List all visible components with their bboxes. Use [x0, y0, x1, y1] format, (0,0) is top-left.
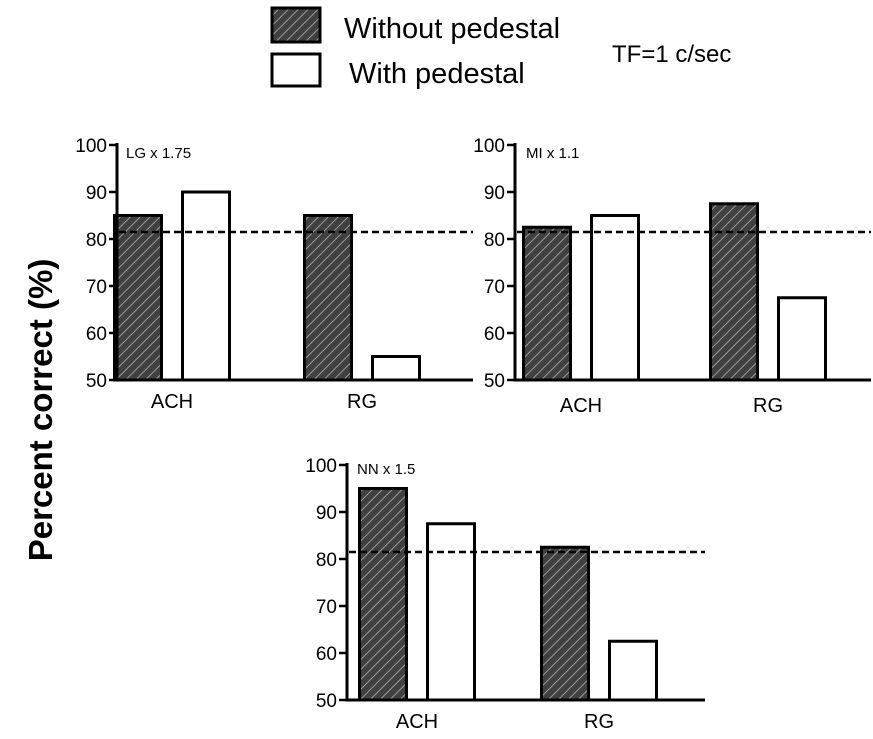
bar-rg-with-pedestal — [371, 355, 421, 382]
temporal-frequency-note: TF=1 c/sec — [612, 41, 731, 68]
y-tick-label: 50 — [484, 371, 505, 392]
bar-rg-without-pedestal — [709, 202, 759, 382]
y-tick-label: 90 — [484, 183, 505, 204]
panel-label: MI x 1.1 — [526, 145, 579, 162]
y-tick-label: 60 — [316, 644, 337, 665]
y-tick-label: 60 — [86, 324, 107, 345]
y-tick-label: 100 — [473, 136, 505, 157]
y-tick-label: 60 — [484, 324, 505, 345]
bar-ach-without-pedestal — [358, 487, 408, 702]
legend-label-without-pedestal: Without pedestal — [344, 13, 560, 45]
bar-ach-with-pedestal — [590, 214, 640, 382]
y-tick-label: 90 — [86, 183, 107, 204]
y-tick-label: 100 — [305, 456, 337, 477]
legend-item-with-pedestal: With pedestal — [270, 52, 525, 90]
x-tick-label: RG — [347, 391, 377, 413]
x-tick-label: RG — [753, 395, 783, 417]
bar-rg-without-pedestal — [540, 545, 590, 702]
panel-label: NN x 1.5 — [357, 461, 415, 478]
x-tick-label: ACH — [396, 711, 438, 733]
y-tick-label: 80 — [484, 230, 505, 251]
y-tick-label: 70 — [484, 277, 505, 298]
x-tick-label: ACH — [151, 391, 193, 413]
bar-ach-with-pedestal — [181, 190, 231, 382]
legend-swatch-hatched — [270, 6, 322, 44]
y-tick-label: 70 — [86, 277, 107, 298]
bar-rg-with-pedestal — [608, 639, 658, 702]
legend-label-with-pedestal: With pedestal — [349, 58, 525, 90]
y-tick-label: 90 — [316, 503, 337, 524]
y-tick-label: 50 — [86, 371, 107, 392]
y-tick-label: 80 — [86, 230, 107, 251]
bar-rg-with-pedestal — [777, 296, 827, 382]
legend-item-without-pedestal: Without pedestal — [270, 6, 560, 45]
y-axis-label: Percent correct (%) — [22, 259, 59, 562]
y-tick-label: 100 — [75, 136, 107, 157]
y-tick-label: 70 — [316, 597, 337, 618]
y-tick-label: 80 — [316, 550, 337, 571]
bar-ach-without-pedestal — [113, 214, 163, 382]
legend: Without pedestal With pedestal TF=1 c/se… — [270, 6, 731, 90]
chart-panel-3: ACH RG 50 60 70 80 90 100 NN x 1.5 — [305, 456, 705, 733]
y-tick-label: 50 — [316, 691, 337, 712]
chart-panels: ACH RG 50 60 70 80 90 100 LG x 1.75 ACH RG 50 60 70 80… — [75, 136, 871, 733]
panel-label: LG x 1.75 — [126, 145, 191, 162]
chart-panel-1: ACH RG 50 60 70 80 90 100 LG x 1.75 — [75, 136, 473, 413]
legend-swatch-open — [270, 52, 322, 88]
bar-ach-with-pedestal — [426, 522, 476, 702]
bar-ach-without-pedestal — [522, 225, 572, 382]
x-tick-label: RG — [584, 711, 614, 733]
bar-rg-without-pedestal — [303, 214, 353, 382]
x-tick-label: ACH — [560, 395, 602, 417]
chart-panel-2: ACH RG 50 60 70 80 90 100 MI x 1.1 — [473, 136, 871, 417]
